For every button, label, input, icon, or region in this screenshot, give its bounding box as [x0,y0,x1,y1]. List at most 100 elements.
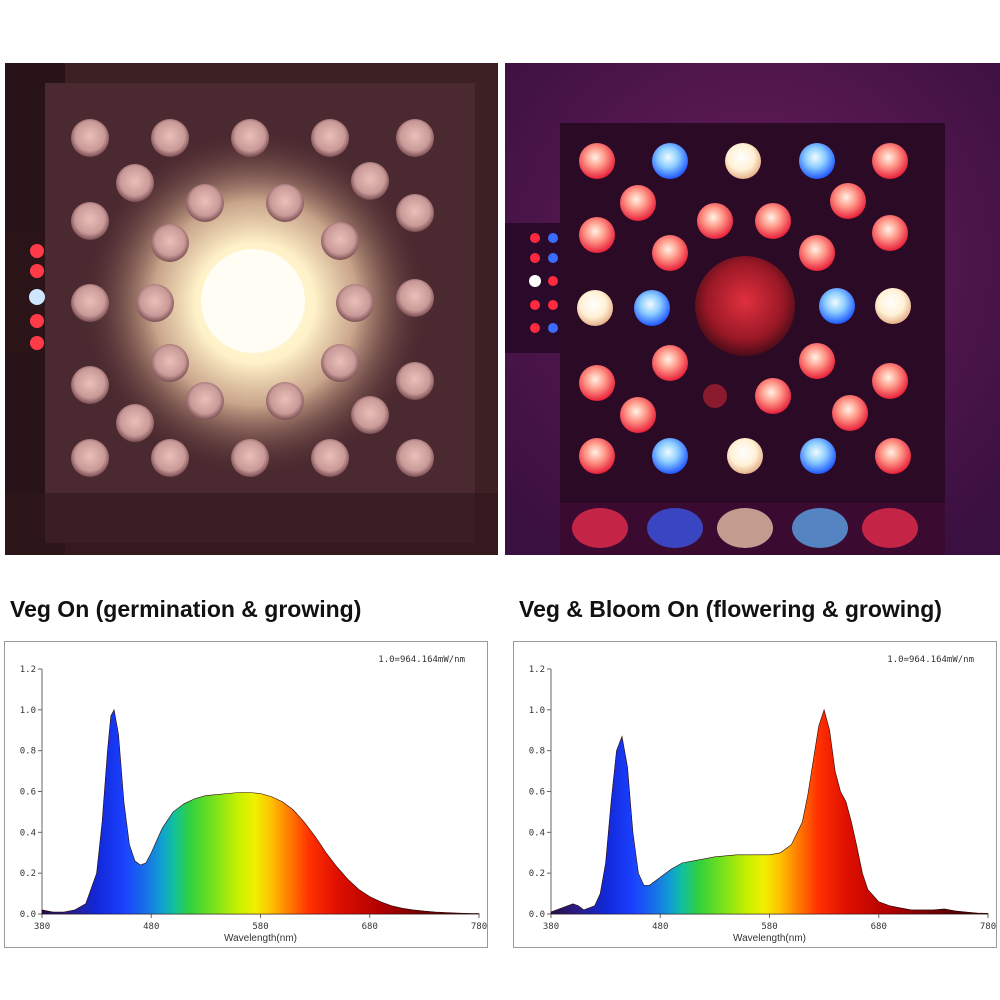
data-point [966,911,967,912]
data-point [933,909,934,910]
x-tick-label: 680 [362,922,378,932]
data-point [829,730,830,731]
data-point [578,905,579,906]
data-point [391,905,392,906]
data-point [944,908,945,909]
chart-title-veg: Veg On (germination & growing) [10,596,362,622]
x-tick-label: 380 [34,922,50,932]
y-tick-label: 0.2 [529,869,545,879]
data-point [478,913,479,914]
data-point [304,822,305,823]
data-point [824,709,825,710]
led-bloom [579,438,615,474]
led-veg [151,224,189,262]
data-point [123,801,124,802]
y-tick-label: 0.6 [529,788,545,798]
data-point [611,801,612,802]
x-tick-label: 380 [543,922,559,932]
led-bloom [875,438,911,474]
data-point [911,909,912,910]
led-bloom [697,203,733,239]
led-veg [396,194,434,232]
y-tick-label: 0.8 [529,747,545,757]
led-veg [71,439,109,477]
data-point [583,909,584,910]
led-bloom [652,235,688,271]
data-point [682,862,683,863]
y-tick-label: 0.4 [529,828,545,838]
led-bloom [755,378,791,414]
data-point [156,840,157,841]
x-tick-label: 780 [980,922,996,932]
chart-title-veg-bloom: Veg & Bloom On (flowering & growing) [519,596,942,622]
led-veg [186,184,224,222]
led-bloom [872,363,908,399]
data-point [380,901,381,902]
led-bloom [872,143,908,179]
led-veg [321,344,359,382]
data-point [468,913,469,914]
data-point [282,801,283,802]
data-point [249,792,250,793]
led-veg [336,284,374,322]
led-bloom [652,345,688,381]
x-axis-label: Wavelength(nm) [733,933,806,944]
data-point [747,854,748,855]
data-point [446,912,447,913]
data-point [227,793,228,794]
x-tick-label: 680 [871,922,887,932]
data-point [922,909,923,910]
led-veg [151,439,189,477]
led-bloom [727,438,763,474]
data-point [616,750,617,751]
data-point [74,909,75,910]
data-point [955,910,956,911]
data-point [96,873,97,874]
x-tick-label: 480 [652,922,668,932]
grow-light-veg-bloom-photo [505,63,1000,555]
led-veg [311,439,349,477]
data-point [813,760,814,761]
data-point [791,844,792,845]
led-veg [151,344,189,382]
y-tick-label: 1.2 [529,665,545,675]
data-point [173,811,174,812]
y-tick-label: 0.6 [20,788,36,798]
led-bloom [830,183,866,219]
data-point [424,911,425,912]
spectrum-area [41,708,480,915]
y-tick-label: 0.0 [529,910,545,920]
data-point [194,798,195,799]
data-point [605,862,606,863]
data-point [293,809,294,810]
data-point [769,854,770,855]
data-point [878,901,879,902]
y-tick-label: 1.0 [529,706,545,716]
x-tick-label: 580 [252,922,268,932]
led-bloom [579,143,615,179]
led-bloom [872,215,908,251]
led-veg [351,162,389,200]
led-veg [266,184,304,222]
data-point [845,801,846,802]
data-point [347,879,348,880]
data-point [145,862,146,863]
data-point [632,832,633,833]
data-point [129,844,130,845]
data-point [780,852,781,853]
data-point [572,903,573,904]
led-bloom [819,288,855,324]
data-point [402,908,403,909]
data-point [457,912,458,913]
data-point [260,793,261,794]
data-point [238,792,239,793]
led-veg [71,202,109,240]
data-point [63,911,64,912]
data-point [594,905,595,906]
data-point [114,709,115,710]
data-point [621,736,622,737]
x-tick-label: 780 [471,922,487,932]
led-veg [136,284,174,322]
x-axis-label: Wavelength(nm) [224,933,297,944]
data-point [315,836,316,837]
